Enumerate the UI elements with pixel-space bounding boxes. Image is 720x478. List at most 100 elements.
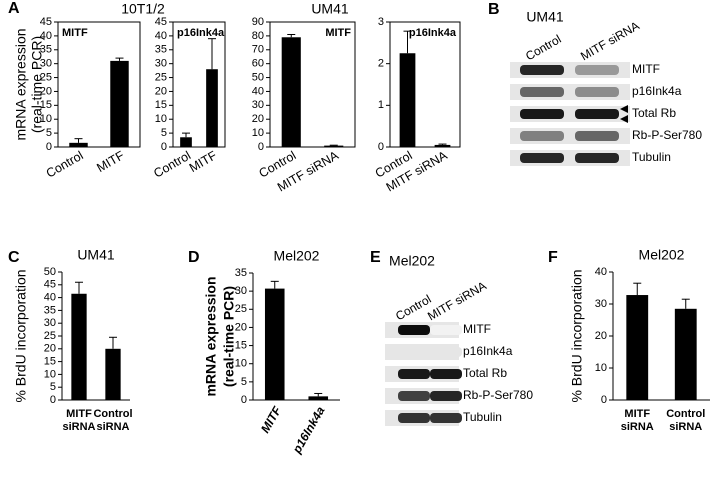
x-tick-label: Control siRNA bbox=[666, 408, 705, 433]
plot-label: MITF bbox=[62, 27, 88, 39]
y-tick-label: 0 bbox=[161, 141, 167, 153]
y-tick-label: 5 bbox=[241, 376, 247, 388]
y-tick-label: 45 bbox=[155, 16, 167, 28]
y-tick-label: 30 bbox=[155, 58, 167, 70]
y-tick-label: 30 bbox=[252, 99, 264, 111]
plot-label: p16Ink4a bbox=[177, 27, 225, 39]
bar bbox=[69, 142, 88, 147]
blot-row-label: MITF bbox=[463, 322, 491, 336]
x-tick-label-line: MITF bbox=[624, 408, 650, 420]
bar bbox=[308, 396, 329, 400]
panel-letter: D bbox=[188, 249, 200, 266]
lane-label: MITF siRNA bbox=[425, 279, 489, 324]
x-tick-label-line: siRNA bbox=[62, 421, 95, 433]
lane-label: Control bbox=[393, 292, 434, 323]
panel-letter: E bbox=[370, 249, 381, 266]
y-tick-label: 0 bbox=[46, 141, 52, 153]
blot-row-label: Tubulin bbox=[632, 150, 671, 164]
y-tick-label: 0 bbox=[601, 394, 607, 406]
x-tick-label: MITF siRNA bbox=[62, 408, 95, 433]
x-tick-label: MITF bbox=[94, 148, 127, 175]
blot-row-label: p16Ink4a bbox=[632, 84, 682, 98]
x-tick-label: MITF bbox=[187, 148, 220, 175]
group-title: UM41 bbox=[311, 1, 349, 17]
panel-letter: C bbox=[8, 249, 20, 266]
y-axis-label: % BrdU incorporation bbox=[569, 269, 585, 402]
blot-band bbox=[398, 391, 430, 401]
y-tick-label: 40 bbox=[252, 85, 264, 97]
bar bbox=[674, 308, 697, 400]
chart-title: Mel202 bbox=[274, 248, 320, 264]
band-arrow bbox=[620, 105, 628, 113]
blot-title: Mel202 bbox=[389, 253, 435, 269]
plot-frame bbox=[172, 21, 226, 148]
lane-label: Control bbox=[523, 32, 564, 63]
panel-letter: A bbox=[8, 0, 20, 17]
blot-band bbox=[575, 87, 619, 97]
blot-band bbox=[520, 109, 564, 119]
y-tick-label: 20 bbox=[40, 85, 52, 97]
y-tick-label: 30 bbox=[44, 317, 56, 329]
y-tick-label: 20 bbox=[155, 85, 167, 97]
x-tick-label-line: siRNA bbox=[96, 421, 129, 433]
x-tick-label: Control bbox=[44, 148, 86, 180]
error-bar bbox=[115, 57, 124, 61]
blot-band bbox=[398, 413, 430, 423]
y-tick-label: 5 bbox=[161, 127, 167, 139]
blot-band bbox=[398, 369, 430, 379]
y-tick-label: 70 bbox=[252, 44, 264, 56]
y-tick-label: 5 bbox=[46, 127, 52, 139]
blot-band bbox=[430, 369, 462, 379]
y-tick-label: 35 bbox=[235, 267, 247, 279]
y-tick-label: 15 bbox=[44, 356, 56, 368]
blot-row-label: Tubulin bbox=[463, 410, 502, 424]
y-axis-label: mRNA expression bbox=[203, 276, 219, 396]
chart-title: Mel202 bbox=[639, 247, 685, 263]
y-tick-label: 3 bbox=[378, 16, 384, 28]
y-tick-label: 0 bbox=[50, 394, 56, 406]
blot-band bbox=[520, 131, 564, 141]
error-bar bbox=[681, 298, 690, 309]
error-bar bbox=[74, 138, 83, 143]
y-tick-label: 5 bbox=[50, 381, 56, 393]
plot-frame bbox=[269, 21, 356, 148]
y-tick-label: 15 bbox=[40, 99, 52, 111]
blot-row-label: Rb-P-Ser780 bbox=[463, 388, 533, 402]
error-bar bbox=[270, 280, 279, 289]
y-axis-label: (real-time PCR) bbox=[221, 286, 237, 387]
plot-frame bbox=[389, 21, 461, 148]
blot-band bbox=[575, 109, 619, 119]
error-bar bbox=[438, 143, 447, 145]
y-tick-label: 0 bbox=[378, 141, 384, 153]
error-bar bbox=[75, 281, 83, 294]
y-tick-label: 50 bbox=[44, 266, 56, 278]
bar bbox=[71, 293, 87, 400]
plot-frame bbox=[57, 21, 141, 148]
y-tick-label: 25 bbox=[235, 303, 247, 315]
y-tick-label: 15 bbox=[235, 339, 247, 351]
y-tick-label: 40 bbox=[155, 30, 167, 42]
bar bbox=[105, 348, 121, 400]
blot-band bbox=[430, 325, 462, 335]
band-arrow bbox=[620, 115, 628, 123]
x-tick-label-line: Control bbox=[93, 408, 132, 420]
y-tick-label: 25 bbox=[40, 71, 52, 83]
y-tick-label: 40 bbox=[40, 30, 52, 42]
bar bbox=[281, 37, 301, 147]
chart-title: UM41 bbox=[77, 247, 115, 263]
y-tick-label: 50 bbox=[252, 71, 264, 83]
y-tick-label: 35 bbox=[40, 44, 52, 56]
blot-band bbox=[575, 153, 619, 163]
blot-row-label: Total Rb bbox=[632, 106, 676, 120]
error-bar bbox=[633, 282, 642, 296]
y-tick-label: 25 bbox=[155, 71, 167, 83]
y-tick-label: 1 bbox=[378, 99, 384, 111]
bar bbox=[324, 145, 344, 147]
y-tick-label: 2 bbox=[378, 58, 384, 70]
bar bbox=[626, 295, 649, 400]
x-tick-label: p16Ink4a bbox=[289, 404, 327, 457]
y-tick-label: 40 bbox=[44, 292, 56, 304]
y-tick-label: 35 bbox=[44, 304, 56, 316]
error-bar bbox=[287, 34, 296, 38]
